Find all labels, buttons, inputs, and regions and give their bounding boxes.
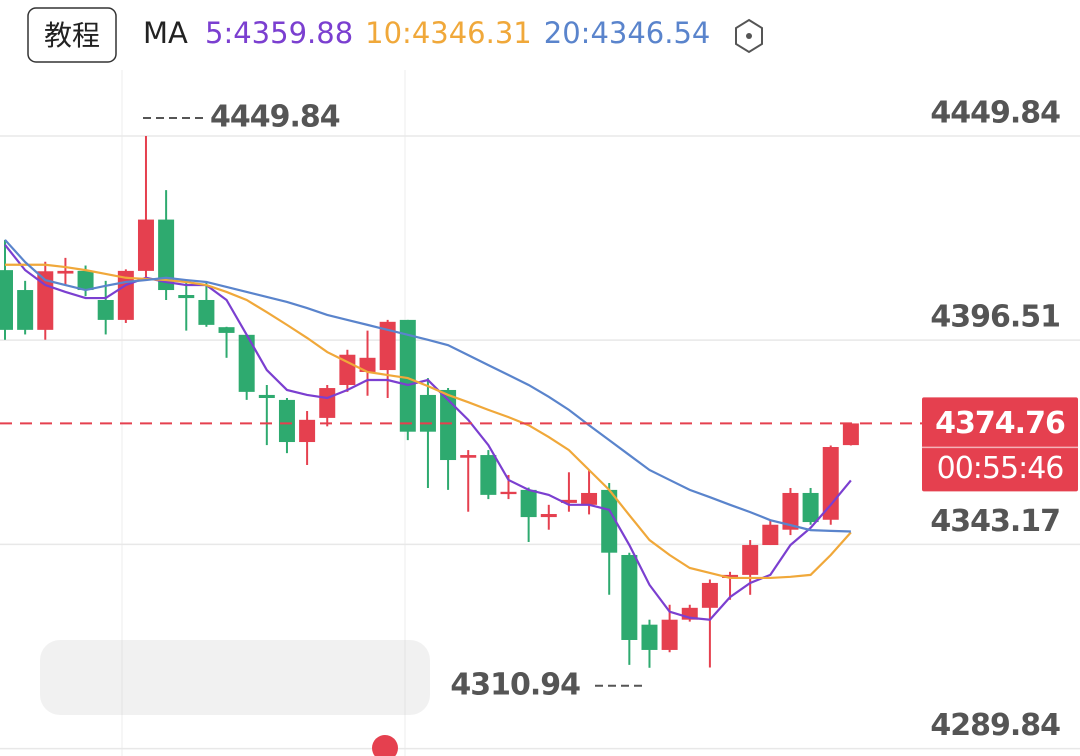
candle-body (57, 270, 74, 274)
candle-body (379, 321, 396, 371)
candle-body (158, 219, 175, 291)
candle-body (621, 554, 638, 640)
candle-body (681, 607, 698, 620)
candle-body (762, 524, 779, 546)
candle-body (0, 270, 13, 330)
candle-body (218, 327, 235, 333)
candle-body (299, 419, 316, 443)
legend-entry: 5:4359.88 (205, 16, 353, 50)
candle-body (601, 489, 618, 553)
candle-body (802, 492, 819, 523)
candle-body (822, 447, 839, 520)
ma-label: MA (143, 16, 188, 50)
last-price-box (922, 397, 1078, 492)
watermark (40, 640, 430, 715)
legend-entry: 20:4346.54 (544, 16, 711, 50)
y-tick-label: 4449.84 (930, 95, 1060, 130)
candle-body (17, 290, 34, 330)
high-marker-label: 4449.84 (210, 99, 340, 134)
y-tick-label: 4289.84 (930, 708, 1060, 743)
candle-body (137, 219, 154, 271)
candle-body (842, 423, 859, 446)
candle-body (77, 270, 94, 291)
candle-body (460, 455, 477, 458)
ma-line (4, 244, 852, 621)
tutorial-label: 教程 (44, 19, 100, 52)
candle-body (661, 619, 678, 650)
low-marker-label: 4310.94 (450, 667, 580, 702)
candle-body (359, 357, 376, 372)
candle-body (560, 499, 577, 503)
candle-body (258, 394, 275, 399)
candle-body (399, 319, 416, 432)
ma-line (4, 239, 851, 533)
candle-body (339, 354, 356, 385)
y-tick-label: 4396.51 (930, 300, 1060, 335)
candle-body (198, 299, 215, 325)
candle-body (440, 389, 457, 461)
y-tick-label: 4343.17 (930, 504, 1060, 539)
candle-body (722, 574, 739, 578)
candle-body (701, 582, 718, 608)
candle-body (480, 455, 497, 495)
last-price-label: 4374.76 (935, 406, 1065, 441)
candle-body (520, 489, 537, 518)
candle-body (419, 394, 436, 432)
candle-body (238, 334, 255, 392)
countdown-label: 00:55:46 (937, 451, 1064, 486)
candle-body (782, 492, 799, 530)
legend-entry: 10:4346.31 (365, 16, 532, 50)
settings-icon[interactable] (735, 18, 763, 54)
candle-body (540, 514, 557, 518)
candle-body (178, 295, 195, 299)
candle-body (742, 545, 759, 575)
event-dot (372, 735, 398, 756)
candle-body (278, 399, 295, 443)
candle-body (319, 388, 336, 418)
candle-body (97, 299, 114, 320)
candle-body (581, 492, 598, 505)
tutorial-button[interactable] (27, 7, 117, 63)
candle-body (500, 491, 517, 495)
candle-body (641, 624, 658, 650)
ma-line (5, 263, 852, 580)
